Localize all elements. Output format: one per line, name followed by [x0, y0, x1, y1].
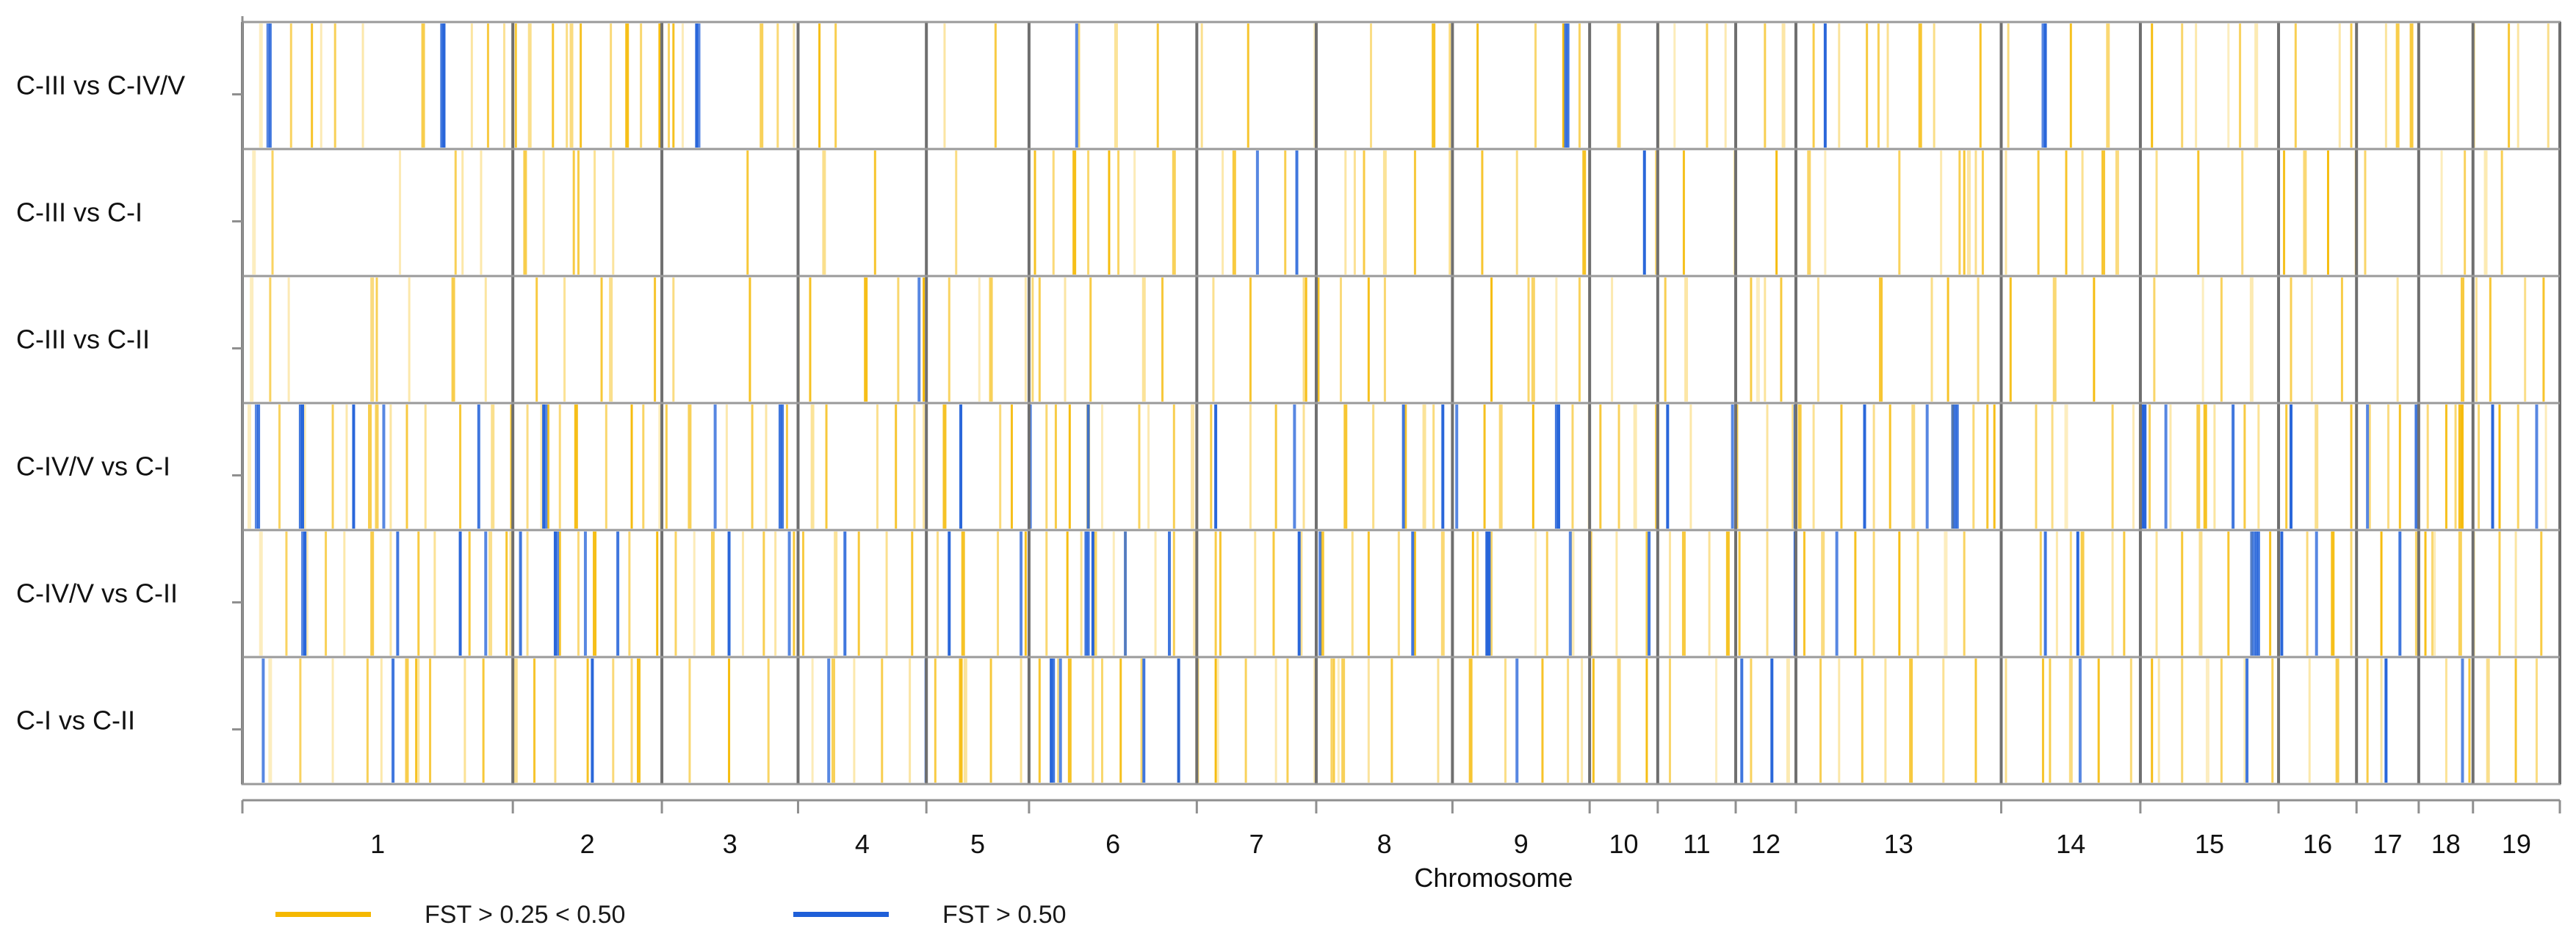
chromosome-tick-label: 5	[970, 829, 985, 859]
row-label: C-III vs C-IV/V	[16, 70, 185, 101]
row-frame	[241, 402, 2561, 532]
row-label: C-III vs C-I	[16, 197, 142, 228]
chromosome-tick-label: 1	[370, 829, 385, 859]
row-label: C-IV/V vs C-II	[16, 579, 178, 609]
legend-moderate-swatch	[275, 912, 371, 917]
chromosome-tick-label: 17	[2373, 829, 2403, 859]
chromosome-tick-label: 11	[1683, 829, 1710, 859]
row-label: C-III vs C-II	[16, 324, 150, 355]
row-frame	[241, 529, 2561, 659]
chromosome-tick-label: 8	[1377, 829, 1392, 859]
chromosome-tick-label: 4	[855, 829, 870, 859]
chromosome-tick-label: 13	[1884, 829, 1913, 859]
chromosome-tick-label: 12	[1751, 829, 1781, 859]
chromosome-tick-label: 14	[2056, 829, 2085, 859]
chromosome-tick-label: 9	[1514, 829, 1529, 859]
row-frame	[241, 656, 2561, 786]
chromosome-tick-label: 2	[580, 829, 595, 859]
legend-strong-swatch	[793, 912, 889, 917]
x-axis-title: Chromosome	[1414, 863, 1573, 893]
legend-strong-label: FST > 0.50	[942, 901, 1067, 929]
chromosome-tick-label: 15	[2195, 829, 2224, 859]
chromosome-tick-label: 18	[2431, 829, 2461, 859]
chromosome-tick-label: 7	[1249, 829, 1264, 859]
chromosome-tick-label: 19	[2502, 829, 2531, 859]
row-frame	[241, 148, 2561, 278]
row-frame	[241, 21, 2561, 151]
chromosome-tick-label: 10	[1609, 829, 1638, 859]
row-label: C-I vs C-II	[16, 706, 135, 736]
chromosome-tick-label: 16	[2303, 829, 2332, 859]
legend-moderate-label: FST > 0.25 < 0.50	[425, 901, 626, 929]
row-label: C-IV/V vs C-I	[16, 452, 170, 482]
row-frame	[241, 275, 2561, 405]
chromosome-tick-label: 3	[723, 829, 737, 859]
chromosome-tick-label: 6	[1105, 829, 1120, 859]
